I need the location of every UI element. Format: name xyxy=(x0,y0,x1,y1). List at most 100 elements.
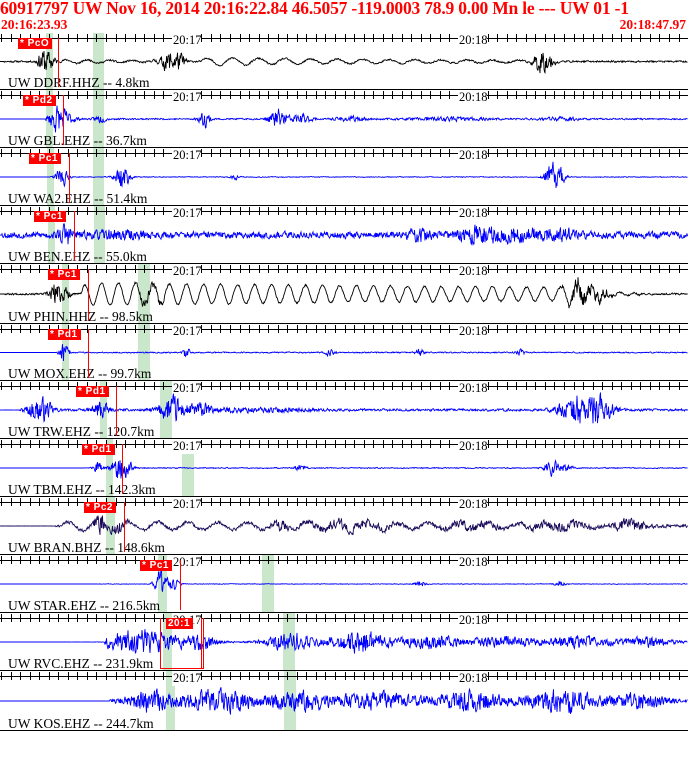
axis-tick xyxy=(430,672,431,680)
axis-time-label: 20:18 xyxy=(458,206,488,221)
axis-tick xyxy=(612,556,613,564)
axis-baseline xyxy=(0,502,688,503)
axis-tick xyxy=(287,207,288,215)
axis-tick xyxy=(211,440,212,448)
trace-row[interactable]: 20:17 20:18 * Pc1 UW BEN.EHZ -- 55.0km xyxy=(0,206,688,264)
axis-tick xyxy=(39,614,40,622)
axis-tick xyxy=(163,265,164,273)
axis-tick xyxy=(87,34,88,42)
axis-time-label: 20:18 xyxy=(458,671,488,686)
highlight-band xyxy=(106,497,115,555)
axis-tick xyxy=(30,614,31,622)
axis-tick xyxy=(220,91,221,99)
pick-selection-box[interactable] xyxy=(160,618,204,669)
axis-tick xyxy=(640,149,641,157)
axis-tick xyxy=(679,440,680,448)
phase-pick-label[interactable]: 20:1 xyxy=(166,618,194,629)
trace-row[interactable]: 20:17 20:18 UW KOS.EHZ -- 244.7km xyxy=(0,671,688,731)
phase-pick-label[interactable]: * Pd1 xyxy=(48,329,81,340)
axis-tick xyxy=(96,325,97,333)
axis-tick xyxy=(240,556,241,564)
phase-pick-label[interactable]: * Pc1 xyxy=(140,560,172,571)
axis-tick xyxy=(650,440,651,448)
axis-tick xyxy=(278,672,279,680)
axis-tick xyxy=(201,498,202,506)
axis-tick xyxy=(20,498,21,506)
axis-tick xyxy=(211,34,212,42)
trace-row[interactable]: 20:17 20:18 * Pd1 UW TBM.EHZ -- 142.3km xyxy=(0,439,688,497)
phase-pick-label[interactable]: * Pd2 xyxy=(23,95,56,106)
axis-tick xyxy=(516,325,517,333)
axis-tick xyxy=(240,382,241,390)
axis-tick xyxy=(201,325,202,333)
axis-tick xyxy=(125,614,126,622)
axis-time-label: 20:17 xyxy=(172,671,202,686)
axis-tick xyxy=(373,34,374,42)
phase-pick-label[interactable]: * Pc1 xyxy=(34,211,66,222)
trace-row[interactable]: 20:17 20:18 * Pd1 UW TRW.EHZ -- 120.7km xyxy=(0,381,688,439)
trace-row[interactable]: 20:17 20:18 * Pc1 UW STAR.EHZ -- 216.5km xyxy=(0,555,688,613)
axis-tick xyxy=(125,91,126,99)
axis-tick xyxy=(602,149,603,157)
axis-tick xyxy=(297,149,298,157)
axis-tick xyxy=(631,498,632,506)
axis-tick xyxy=(421,34,422,42)
axis-tick xyxy=(507,149,508,157)
axis-tick xyxy=(154,34,155,42)
axis-tick xyxy=(306,614,307,622)
axis-tick xyxy=(602,34,603,42)
axis-tick xyxy=(144,265,145,273)
axis-tick xyxy=(240,149,241,157)
axis-tick xyxy=(316,91,317,99)
axis-tick xyxy=(278,325,279,333)
phase-pick-label[interactable]: * Pd1 xyxy=(82,444,115,455)
axis-tick xyxy=(230,265,231,273)
axis-tick xyxy=(325,672,326,680)
axis-time-label: 20:17 xyxy=(172,497,202,512)
axis-tick xyxy=(287,614,288,622)
axis-tick xyxy=(612,498,613,506)
axis-tick xyxy=(545,325,546,333)
axis-tick xyxy=(268,382,269,390)
phase-pick-label[interactable]: * Pd1 xyxy=(76,386,109,397)
axis-tick xyxy=(287,440,288,448)
trace-row[interactable]: 20:17 20:18 * PcO UW DDRF.HHZ -- 4.8km xyxy=(0,33,688,90)
axis-tick xyxy=(679,498,680,506)
waveform-trace xyxy=(0,161,688,188)
axis-tick xyxy=(278,498,279,506)
row-separator xyxy=(0,263,688,264)
axis-tick xyxy=(259,382,260,390)
axis-tick xyxy=(430,325,431,333)
axis-tick xyxy=(488,34,489,42)
time-axis: 20:17 20:18 xyxy=(0,206,688,221)
axis-tick xyxy=(402,382,403,390)
trace-row[interactable]: 20:17 20:18 * Pc1 UW PHIN.HHZ -- 98.5km xyxy=(0,264,688,324)
axis-tick xyxy=(39,498,40,506)
axis-tick xyxy=(135,556,136,564)
row-separator xyxy=(0,380,688,381)
trace-panel-list[interactable]: 20:17 20:18 * PcO UW DDRF.HHZ -- 4.8km 20:17… xyxy=(0,33,688,758)
axis-tick xyxy=(68,614,69,622)
axis-tick xyxy=(554,556,555,564)
phase-pick-label[interactable]: * Pc1 xyxy=(48,269,80,280)
trace-row[interactable]: 20:17 20:18 * Pc1 UW WA2.EHZ -- 51.4km xyxy=(0,148,688,206)
axis-tick xyxy=(430,91,431,99)
channel-label: UW RVC.EHZ -- 231.9km xyxy=(8,656,154,671)
phase-pick-label[interactable]: * PcO xyxy=(18,38,53,49)
axis-tick xyxy=(497,556,498,564)
axis-tick xyxy=(11,265,12,273)
axis-tick xyxy=(1,34,2,42)
axis-tick xyxy=(335,91,336,99)
axis-tick xyxy=(278,265,279,273)
waveform-trace xyxy=(0,222,688,247)
phase-pick-label[interactable]: * Pc1 xyxy=(29,153,61,164)
axis-tick xyxy=(612,382,613,390)
trace-row[interactable]: 20:17 20:18 * Pc2 UW BRAN.BHZ -- 148.6km xyxy=(0,497,688,555)
axis-tick xyxy=(316,498,317,506)
trace-row[interactable]: 20:17 20:18 * Pd2 UW GBL.EHZ -- 36.7km xyxy=(0,90,688,148)
highlight-band xyxy=(158,555,167,613)
event-header-title: 60917797 UW Nov 16, 2014 20:16:22.84 46.… xyxy=(0,0,629,18)
phase-pick-label[interactable]: * Pc2 xyxy=(84,502,116,513)
trace-row[interactable]: 20:17 20:18 * Pd1 UW MOX.EHZ -- 99.7km xyxy=(0,324,688,381)
